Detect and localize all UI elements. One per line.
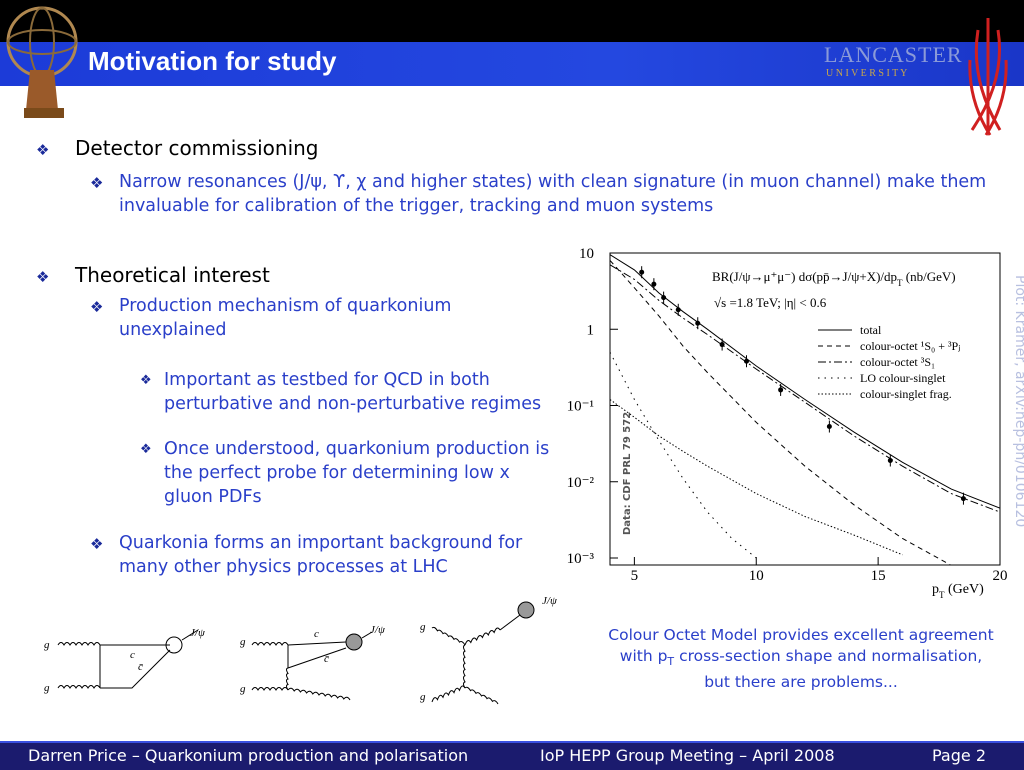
diagram-label: g	[420, 691, 426, 703]
x-label-part: (GeV)	[945, 582, 985, 597]
diagram-label: J/ψ	[542, 595, 557, 607]
curve	[610, 264, 1000, 513]
diagram-line	[464, 627, 501, 646]
logo-sub: U N I V E R S I T Y	[826, 68, 908, 79]
legend-label: colour-octet ¹S₀ + ³Pⱼ	[860, 339, 960, 353]
caption-text: cross-section shape and normalisation, b…	[674, 647, 983, 692]
curve	[610, 254, 1000, 509]
x-axis-label: pT (GeV)	[932, 582, 984, 600]
figures: 5 10 15 20 10 1 10⁻¹ 10⁻² 10⁻³ BR(J/ψ→μ⁺μ⁻) dσ(pp…	[6, 6, 1024, 705]
slide-title: Motivation for study	[88, 46, 337, 76]
y-tick-label: 10⁻²	[567, 475, 595, 491]
bullet: Theoretical interest	[75, 263, 270, 287]
plot-title: BR(J/ψ→μ⁺μ⁻) dσ(pp̄→J/ψ+X)/dpT (nb/GeV)	[712, 269, 956, 288]
bullet: Detector commissioning	[75, 136, 319, 160]
plot-credit: Plot: Kramer, arXiv:hep-ph/0106120	[1012, 275, 1024, 527]
diagram-label: c̄	[324, 653, 329, 665]
plot-subtitle: √s =1.8 TeV; |η| < 0.6	[714, 295, 827, 310]
curve	[610, 351, 757, 559]
footer-right: Page 2	[932, 746, 986, 765]
diagram-blob	[165, 636, 183, 654]
bullet-icon: ❖	[36, 268, 50, 286]
legend-label: colour-singlet frag.	[860, 387, 952, 401]
x-label-part: p	[932, 582, 939, 597]
footer: Darren Price – Quarkonium production and…	[0, 741, 1024, 770]
legend-label: colour-octet ³S₁	[860, 355, 935, 369]
diagram-label: g	[420, 621, 426, 633]
diagram-line	[99, 644, 171, 689]
caption-text: Colour Octet Model provides excellent ag…	[608, 626, 994, 665]
diagram-line	[463, 644, 466, 689]
lancaster-emblem	[968, 18, 1008, 136]
bullet: Narrow resonances (J/ψ, ϒ, χ and higher …	[119, 172, 987, 216]
y-tick-label: 10⁻¹	[567, 399, 594, 415]
diagram-label: c	[130, 649, 135, 661]
x-tick-label: 10	[749, 568, 764, 584]
diagram-line	[361, 631, 373, 639]
bullet: Quarkonia forms an important background …	[119, 533, 523, 577]
footer-center: IoP HEPP Group Meeting – April 2008	[540, 746, 835, 765]
curves	[610, 254, 1000, 565]
bullet: Production mechanism of quarkonium unexp…	[119, 296, 452, 340]
bullet-icon: ❖	[90, 535, 104, 553]
bullet-icon: ❖	[90, 298, 104, 316]
atlas-logo	[6, 6, 78, 118]
plot-frame	[609, 252, 1001, 566]
diagram-label: g	[240, 683, 246, 695]
diagram-line	[431, 626, 466, 646]
bullet-icon: ❖	[36, 141, 50, 159]
x-tick-label: 5	[631, 568, 639, 584]
bullet-icon: ❖	[140, 442, 152, 457]
diagram-line	[181, 629, 199, 641]
diagram-line	[431, 685, 466, 703]
diagram-label: g	[44, 639, 50, 651]
bullet-icon: ❖	[140, 373, 152, 388]
curve	[610, 399, 903, 556]
plot-title-part: (nb/GeV)	[903, 269, 956, 284]
bullet: Once understood, quarkonium production i…	[164, 439, 550, 507]
x-label-part: T	[939, 590, 945, 600]
diagram-line	[286, 667, 289, 691]
diagram-label: c	[314, 628, 319, 640]
y-tick-label: 10	[579, 246, 594, 262]
curve	[610, 260, 952, 565]
plot: 5 10 15 20 10 1 10⁻¹ 10⁻² 10⁻³ BR(J/ψ→μ⁺μ⁻) dσ(pp…	[567, 246, 1024, 600]
plot-title-part: BR(J/ψ→μ⁺μ⁻) dσ(pp̄→J/ψ+X)/dp	[712, 269, 897, 284]
diagram-line	[57, 685, 101, 689]
legend-label: total	[860, 323, 882, 337]
diagram-blob	[345, 633, 363, 651]
top-bar	[0, 0, 1024, 42]
diagram-line	[57, 642, 101, 646]
diagram-line	[499, 614, 521, 631]
y-tick-label: 10⁻³	[567, 551, 595, 567]
caption: Colour Octet Model provides excellent ag…	[606, 625, 996, 693]
diagram-line	[287, 641, 347, 669]
diagram-label: g	[240, 636, 246, 648]
y-tick-label: 1	[587, 322, 595, 338]
caption-sub: T	[667, 655, 675, 669]
diagram-blob	[517, 601, 535, 619]
diagram-line	[251, 642, 289, 646]
bullet-icon: ❖	[90, 174, 104, 192]
x-tick-label: 15	[871, 568, 886, 584]
legend-label: LO colour-singlet	[860, 371, 946, 385]
bullet: Important as testbed for QCD in both per…	[164, 370, 542, 414]
diagram-label: J/ψ	[370, 624, 385, 636]
plot-title-part: T	[897, 278, 903, 288]
diagram-line	[464, 686, 499, 705]
diagram-label: g	[44, 682, 50, 694]
logo-name: LANCASTER	[824, 42, 963, 67]
title-bar	[0, 42, 1024, 86]
x-tick-label: 20	[993, 568, 1008, 584]
data-note: Data: CDF PRL 79 572	[622, 412, 633, 535]
diagram-line	[251, 687, 289, 691]
diagram-line	[287, 687, 351, 701]
diagram-label: J/ψ	[190, 627, 205, 639]
footer-left: Darren Price – Quarkonium production and…	[28, 746, 469, 765]
diagram-label: c̄	[138, 661, 143, 673]
